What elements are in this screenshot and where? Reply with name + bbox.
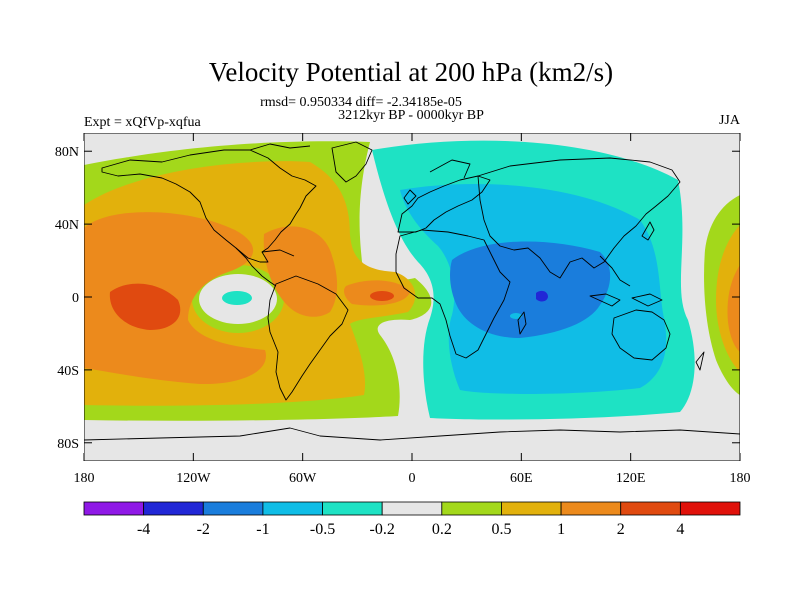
chart-title: Velocity Potential at 200 hPa (km2/s): [209, 57, 613, 87]
contour-2-core: [109, 283, 181, 330]
colorbar-label: 1: [557, 521, 565, 538]
coast-new-zealand: [695, 351, 705, 371]
coast-europe: [397, 175, 491, 233]
coast-new-guinea: [631, 293, 663, 307]
coast-central-america: [235, 247, 277, 287]
coast-indonesia: [589, 293, 621, 307]
colorbar-box: [202, 501, 264, 516]
colorbar-label: -0.2: [370, 521, 395, 538]
contour-2-atlantic-core: [370, 291, 394, 301]
colorbar-label: 0.2: [432, 521, 452, 538]
x-tick-label: 180: [730, 471, 751, 486]
coast-caribbean: [261, 249, 295, 257]
y-tick-label: 80N: [55, 145, 79, 160]
coast-se-asia: [599, 255, 631, 287]
colorbar-box: [620, 501, 681, 516]
colorbar-label: -4: [137, 521, 150, 538]
x-tick-label: 120W: [176, 471, 211, 486]
axis-ticks: 180 120W 60W 0 60E 120E 180 80N 40N 0 40S 80S: [55, 133, 751, 486]
x-tick-label: 60E: [510, 471, 533, 486]
coast-africa: [395, 229, 511, 359]
colorbar-label: -2: [197, 521, 210, 538]
colorbar-label: -1: [256, 521, 269, 538]
coast-greenland: [331, 141, 373, 183]
x-tick-label: 60W: [289, 471, 317, 486]
coastlines: [84, 141, 740, 441]
coast-antarctica: [84, 427, 740, 441]
contour-neg-small: [510, 313, 522, 319]
colorbar-box: [679, 501, 741, 516]
map-panel: [84, 133, 740, 461]
coast-japan: [641, 221, 655, 241]
colorbar-box: [381, 501, 443, 516]
x-tick-label: 120E: [616, 471, 646, 486]
colorbar-label: 4: [676, 521, 684, 538]
coast-madagascar: [517, 311, 527, 335]
coast-arctic-islands: [249, 143, 311, 151]
contour-1-atlantic: [263, 226, 338, 317]
y-tick-label: 80S: [57, 437, 79, 452]
season-label: JJA: [719, 113, 741, 128]
colorbar-box: [262, 501, 323, 516]
colorbar: -4 -2 -1 -0.5 -0.2 0.2 0.5 1 2 4: [83, 501, 741, 538]
y-tick-label: 40S: [57, 364, 79, 379]
coast-south-america: [267, 275, 349, 401]
y-tick-label: 40N: [55, 218, 79, 233]
coast-north-america: [101, 149, 317, 263]
x-tick-label: 180: [74, 471, 95, 486]
colorbar-label: -0.5: [310, 521, 335, 538]
x-tick-label: 0: [409, 471, 416, 486]
coast-australia: [611, 309, 671, 361]
y-tick-label: 0: [72, 291, 79, 306]
colorbar-box: [560, 501, 622, 516]
coast-asia: [477, 157, 681, 279]
period-label: 3212kyr BP - 0000kyr BP: [338, 108, 484, 123]
contour-neg-1-indian: [450, 241, 611, 338]
colorbar-box: [322, 501, 383, 516]
contour-neg-2-indian: [536, 290, 548, 302]
experiment-label: Expt = xQfVp-xqfua: [84, 115, 202, 130]
coast-britain: [403, 189, 417, 205]
colorbar-box: [501, 501, 562, 516]
stats-label: rmsd= 0.950334 diff= -2.34185e-05: [260, 95, 462, 110]
colorbar-label: 2: [617, 521, 625, 538]
coast-scandinavia: [429, 159, 471, 179]
colorbar-label: 0.5: [491, 521, 511, 538]
contour-wpac-1: [727, 265, 740, 352]
colorbar-box: [441, 501, 502, 516]
contour-ring-cyan: [222, 291, 252, 305]
colorbar-box: [143, 501, 204, 516]
colorbar-box: [83, 501, 145, 516]
